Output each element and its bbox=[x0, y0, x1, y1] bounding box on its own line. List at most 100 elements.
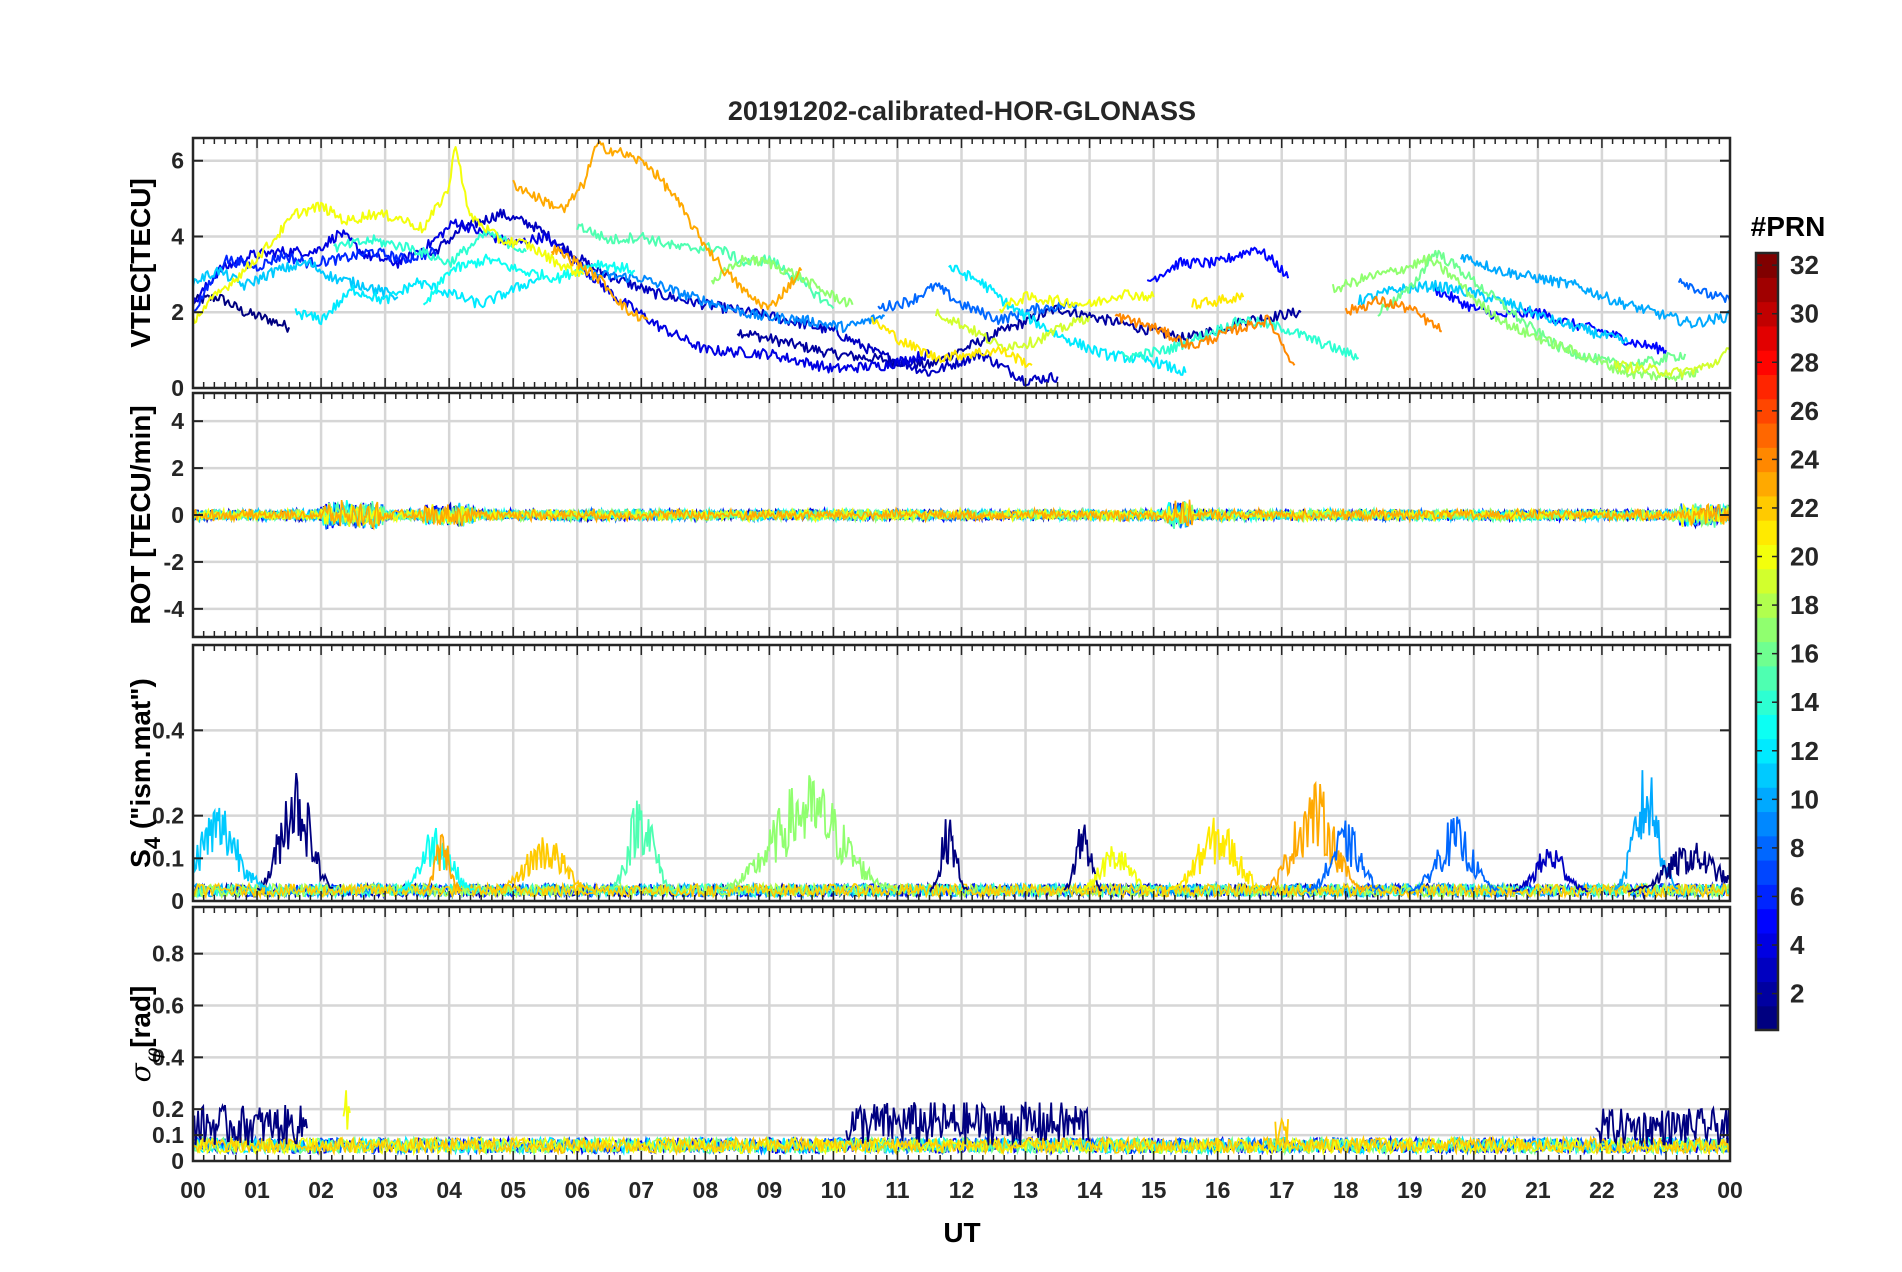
vtec-series-prn-24 bbox=[1114, 312, 1296, 366]
x-tick-label: 00 bbox=[180, 1177, 206, 1203]
y-tick-label: 0.1 bbox=[152, 1122, 184, 1148]
colorbar-segment bbox=[1756, 350, 1778, 376]
y-tick-label: 0.6 bbox=[152, 992, 184, 1018]
colorbar-title: #PRN bbox=[1751, 211, 1826, 242]
vtec-series-prn-8 bbox=[877, 282, 1078, 326]
x-tick-label: 05 bbox=[500, 1177, 526, 1203]
colorbar-segment bbox=[1756, 835, 1778, 861]
x-tick-label: 17 bbox=[1269, 1177, 1295, 1203]
plot-frame bbox=[191, 643, 1732, 903]
vtec-panel: 0 2 4 6 VTEC[TECU] bbox=[125, 136, 1732, 401]
x-tick-label: 10 bbox=[821, 1177, 847, 1203]
colorbar-segment bbox=[1756, 738, 1778, 764]
colorbar-tick-label: 18 bbox=[1790, 590, 1819, 620]
vtec-series-prn-5 bbox=[1434, 286, 1667, 356]
x-tick-label: 21 bbox=[1525, 1177, 1551, 1203]
vtec-series-prn-20 bbox=[999, 289, 1155, 314]
y-tick-label: -4 bbox=[164, 596, 185, 622]
colorbar-segment bbox=[1756, 325, 1778, 351]
s4-burst-prn-11 bbox=[193, 807, 270, 893]
colorbar-tick-label: 24 bbox=[1790, 444, 1819, 474]
y-tick-label: 4 bbox=[171, 223, 184, 249]
sigma-phi-burst-prn-20 bbox=[342, 1090, 351, 1130]
sigma-phi-baseline-prn-22 bbox=[193, 1134, 1730, 1157]
colorbar-frame bbox=[1754, 251, 1780, 1032]
plot-frame bbox=[191, 136, 1732, 390]
y-axis-label: σφ[rad] bbox=[124, 986, 166, 1083]
s4-burst-prn-21 bbox=[1166, 817, 1269, 892]
vtec-series-prn-13 bbox=[422, 253, 636, 306]
colorbar-tick-label: 28 bbox=[1790, 347, 1819, 377]
colorbar-segment bbox=[1756, 495, 1778, 521]
colorbar-segment bbox=[1756, 447, 1778, 473]
colorbar-tick-label: 4 bbox=[1790, 930, 1805, 960]
x-tick-label: 01 bbox=[244, 1177, 270, 1203]
colorbar-segment bbox=[1756, 301, 1778, 327]
y-tick-label: 0.8 bbox=[152, 941, 184, 967]
s4-burst-prn-20 bbox=[1076, 846, 1154, 893]
s4-burst-prn-1 bbox=[256, 772, 334, 891]
colorbar-segment bbox=[1756, 544, 1778, 570]
colorbar-segment bbox=[1756, 568, 1778, 594]
colorbar-segment bbox=[1756, 398, 1778, 424]
x-tick-label: 08 bbox=[693, 1177, 719, 1203]
colorbar-segment bbox=[1756, 617, 1778, 643]
rot-panel: -4 -2 0 2 4 ROT [TECU/min] bbox=[125, 391, 1732, 639]
colorbar-segment bbox=[1756, 665, 1778, 691]
x-tick-label: 12 bbox=[949, 1177, 975, 1203]
x-tick-label: 06 bbox=[564, 1177, 590, 1203]
series-layer bbox=[193, 140, 1730, 387]
vtec-series-prn-21 bbox=[870, 316, 1033, 369]
vtec-series-prn-17 bbox=[1331, 253, 1699, 382]
x-tick-label: 02 bbox=[308, 1177, 334, 1203]
vtec-series-prn-19 bbox=[934, 308, 1091, 352]
vtec-series-prn-23 bbox=[512, 140, 803, 311]
colorbar-tick-label: 2 bbox=[1790, 979, 1804, 1009]
x-tick-label: 03 bbox=[372, 1177, 398, 1203]
plot-frame bbox=[191, 905, 1732, 1163]
s4-burst-prn-23 bbox=[1261, 780, 1365, 893]
y-tick-label: 6 bbox=[171, 148, 184, 174]
colorbar-tick-label: 26 bbox=[1790, 396, 1819, 426]
colorbar-segment bbox=[1756, 908, 1778, 934]
vtec-series-prn-5 bbox=[1146, 246, 1290, 283]
colorbar-segment bbox=[1756, 374, 1778, 400]
vtec-series-prn-10 bbox=[1460, 254, 1730, 329]
y-axis-label: S4 ("ism.mat") bbox=[125, 678, 165, 868]
s4-burst-prn-1 bbox=[929, 819, 969, 892]
series-layer bbox=[193, 499, 1730, 531]
colorbar-segment bbox=[1756, 860, 1778, 885]
colorbar-segment bbox=[1756, 592, 1778, 618]
s4-burst-prn-17 bbox=[717, 775, 898, 892]
y-tick-label: 0.4 bbox=[152, 1044, 184, 1070]
vtec-series-prn-12 bbox=[948, 264, 1187, 376]
y-tick-label: 4 bbox=[171, 408, 184, 434]
vtec-series-prn-17 bbox=[710, 254, 854, 308]
colorbar-tick-label: 30 bbox=[1790, 299, 1819, 329]
x-tick-label: 16 bbox=[1205, 1177, 1231, 1203]
x-tick-label: 11 bbox=[885, 1177, 910, 1203]
y-tick-label: 0 bbox=[171, 502, 184, 528]
sigma-phi-burst-prn-1 bbox=[1595, 1105, 1730, 1147]
y-tick-label: 0.2 bbox=[152, 803, 184, 829]
x-tick-label: 22 bbox=[1589, 1177, 1615, 1203]
y-tick-label: 0.1 bbox=[152, 845, 184, 871]
colorbar-tick-label: 8 bbox=[1790, 833, 1804, 863]
colorbar-segment bbox=[1756, 277, 1778, 303]
s4-burst-prn-23 bbox=[423, 833, 463, 892]
vtec-series-prn-16 bbox=[1377, 249, 1687, 371]
colorbar-tick-label: 10 bbox=[1790, 784, 1819, 814]
colorbar-segment bbox=[1756, 762, 1778, 788]
colorbar-segment bbox=[1756, 422, 1778, 448]
colorbar-segment bbox=[1756, 714, 1778, 740]
y-tick-label: 0.4 bbox=[152, 717, 184, 743]
s4-burst-prn-1 bbox=[1627, 842, 1730, 893]
vtec-series-prn-11 bbox=[193, 258, 399, 301]
sigma-phi-burst-prn-1 bbox=[193, 1103, 308, 1146]
x-axis-label: UT bbox=[943, 1217, 980, 1248]
x-tick-label: 09 bbox=[757, 1177, 783, 1203]
s4-burst-prn-10 bbox=[1613, 770, 1679, 891]
vtec-series-prn-20 bbox=[193, 146, 585, 324]
s4-burst-prn-8 bbox=[1409, 816, 1500, 892]
